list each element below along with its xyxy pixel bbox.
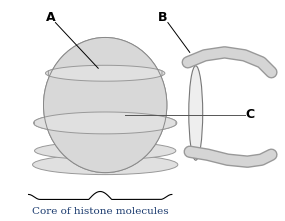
Text: B: B bbox=[158, 11, 168, 24]
Polygon shape bbox=[34, 112, 176, 134]
Text: A: A bbox=[46, 11, 55, 24]
Ellipse shape bbox=[32, 155, 178, 175]
Text: C: C bbox=[245, 109, 255, 122]
Text: Core of histone molecules: Core of histone molecules bbox=[32, 207, 168, 216]
Ellipse shape bbox=[46, 65, 165, 81]
Ellipse shape bbox=[189, 66, 203, 160]
Ellipse shape bbox=[34, 112, 177, 134]
Ellipse shape bbox=[44, 38, 167, 173]
Ellipse shape bbox=[44, 38, 167, 173]
Ellipse shape bbox=[34, 142, 176, 160]
Polygon shape bbox=[48, 65, 162, 81]
Ellipse shape bbox=[44, 38, 167, 173]
